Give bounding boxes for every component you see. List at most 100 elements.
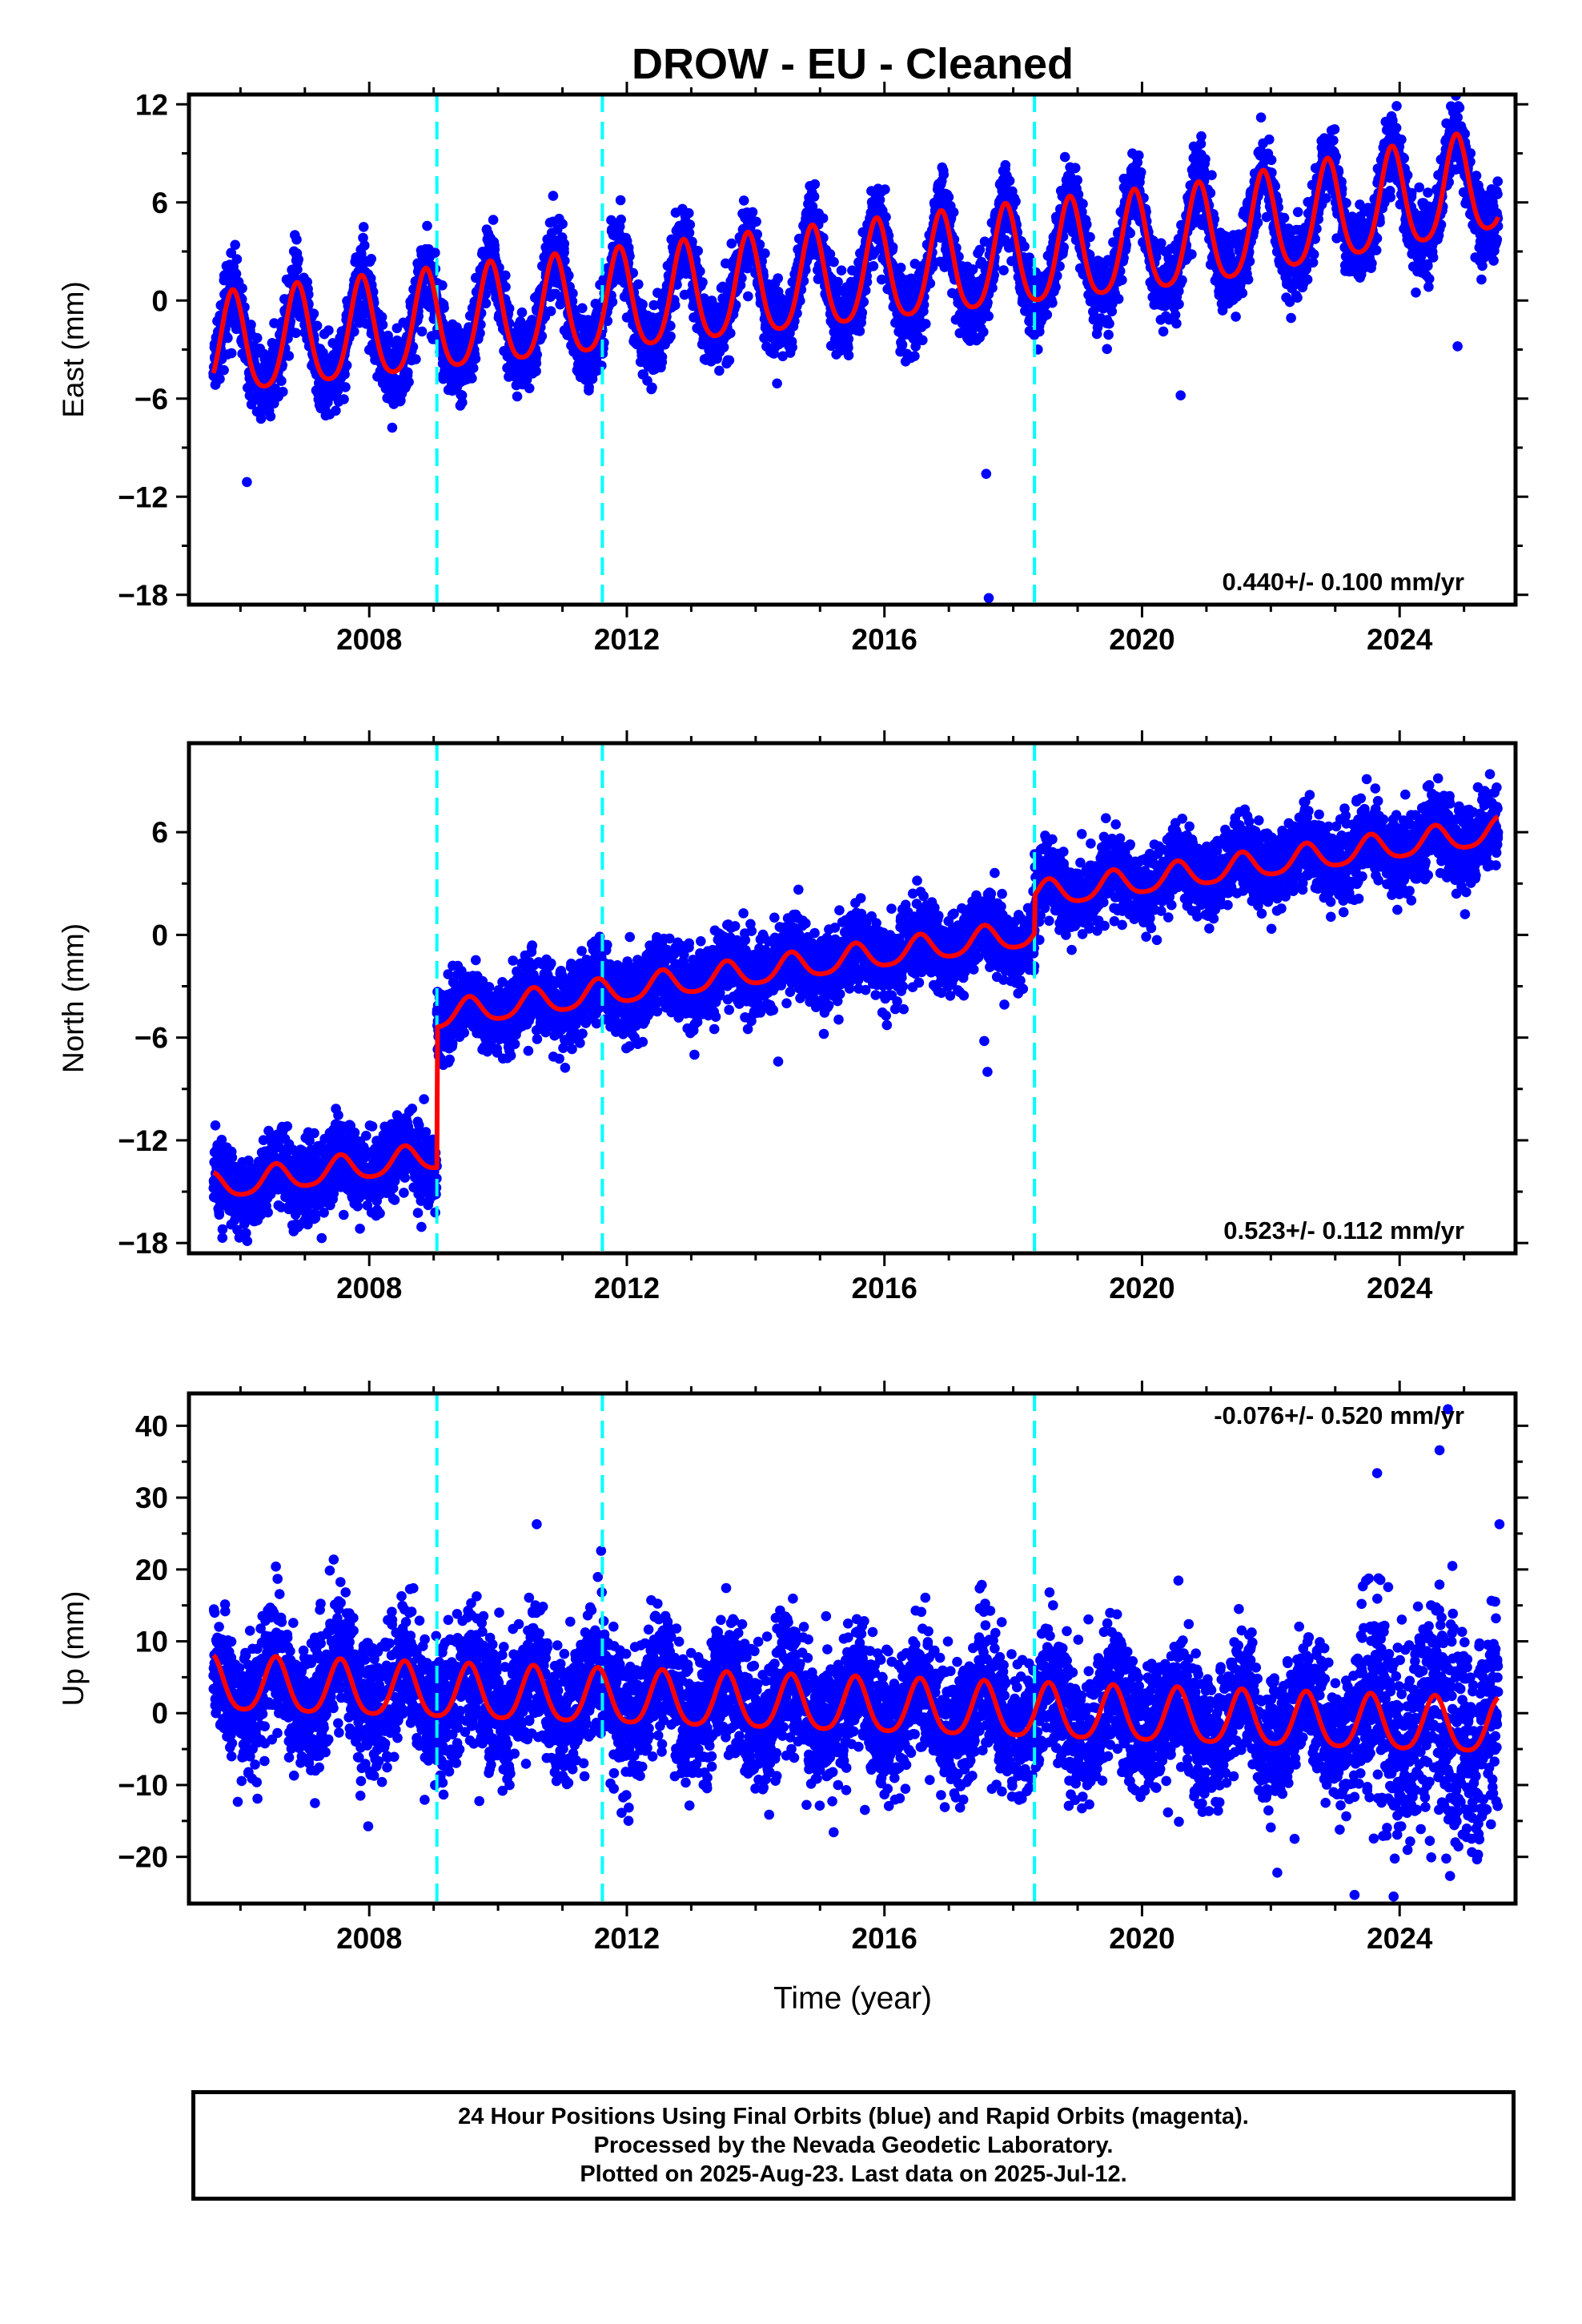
data-point: [577, 303, 588, 314]
data-point: [948, 207, 959, 218]
data-point: [311, 320, 323, 332]
data-point: [387, 422, 398, 433]
data-point: [615, 195, 626, 206]
data-point: [743, 291, 753, 302]
data-point: [596, 360, 607, 371]
data-point: [1171, 318, 1182, 329]
data-point: [998, 265, 1009, 275]
data-point: [647, 382, 657, 393]
data-point: [1085, 231, 1095, 243]
data-point: [215, 373, 225, 384]
data-point: [684, 207, 694, 219]
data-point: [584, 382, 594, 392]
data-point: [714, 365, 725, 376]
data-point: [246, 320, 256, 330]
data-point: [437, 280, 448, 291]
data-point: [1050, 282, 1061, 292]
data-point: [1200, 154, 1211, 165]
data-point: [787, 342, 797, 353]
data-point: [226, 348, 237, 359]
data-point: [857, 308, 868, 318]
data-point: [829, 256, 839, 267]
data-point: [1177, 275, 1187, 286]
data-point: [1082, 219, 1092, 230]
data-point: [880, 184, 890, 195]
data-point: [685, 219, 696, 230]
data-point: [332, 385, 343, 396]
data-point: [1004, 175, 1015, 187]
data-point: [665, 320, 676, 332]
data-point: [726, 238, 737, 249]
data-point: [843, 334, 854, 344]
data-point: [943, 191, 954, 203]
data-point: [404, 376, 414, 388]
data-point: [1072, 175, 1082, 186]
data-point: [983, 311, 994, 322]
data-point: [616, 214, 626, 225]
data-point: [693, 246, 703, 256]
data-point: [817, 213, 829, 223]
data-point: [656, 352, 668, 363]
data-point: [536, 331, 548, 342]
data-point: [340, 382, 351, 392]
data-point: [718, 342, 729, 352]
data-point: [1174, 299, 1184, 310]
data-point: [1059, 151, 1070, 163]
data-point: [283, 351, 295, 361]
data-point: [697, 277, 708, 287]
data-point: [1158, 326, 1169, 337]
data-point: [270, 383, 280, 394]
data-point: [480, 298, 492, 309]
data-point: [475, 328, 485, 339]
data-point: [359, 240, 370, 251]
data-point: [548, 191, 559, 201]
data-point: [403, 367, 413, 378]
data-point: [1104, 318, 1114, 329]
data-point: [276, 376, 287, 387]
data-point: [921, 319, 931, 329]
data-point: [308, 308, 319, 320]
data-point: [938, 169, 949, 180]
data-point: [531, 366, 541, 376]
data-point: [291, 328, 301, 339]
data-point: [231, 254, 243, 265]
data-point: [1135, 167, 1146, 178]
data-point: [293, 254, 304, 265]
data-point: [377, 320, 388, 330]
data-point: [422, 220, 432, 231]
data-point: [607, 296, 618, 308]
data-point: [557, 219, 568, 230]
data-point: [457, 397, 468, 408]
data-point: [670, 300, 681, 311]
data-point: [439, 303, 449, 313]
data-point: [917, 335, 928, 346]
data-point: [467, 373, 477, 384]
data-point: [376, 312, 387, 323]
data-point: [358, 222, 369, 232]
data-point: [1047, 297, 1058, 308]
data-point: [219, 364, 229, 376]
data-point: [684, 227, 695, 239]
data-point: [1010, 196, 1021, 207]
data-point: [724, 355, 735, 366]
data-point: [564, 270, 574, 281]
data-point: [881, 211, 891, 223]
data-point: [1078, 199, 1088, 209]
data-point: [854, 326, 865, 336]
data-point: [470, 353, 481, 364]
data-point: [1042, 309, 1053, 320]
data-point: [500, 270, 511, 281]
data-point: [747, 207, 758, 218]
data-point: [430, 247, 440, 258]
data-point: [1070, 163, 1081, 173]
data-point: [665, 331, 676, 342]
data-point: [341, 360, 352, 371]
data-point: [416, 326, 428, 337]
data-point: [1103, 329, 1114, 340]
time-series-figure: DROW - EU - Cleaned 2008 2012 2016 2020 2024…: [57, 40, 1528, 2016]
data-point: [772, 378, 782, 389]
data-points: [208, 94, 1504, 604]
data-point: [532, 349, 542, 360]
data-point: [1134, 150, 1144, 161]
